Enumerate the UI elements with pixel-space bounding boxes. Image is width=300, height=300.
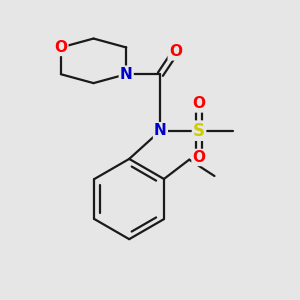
Text: O: O bbox=[169, 44, 182, 59]
Text: O: O bbox=[193, 96, 206, 111]
Text: N: N bbox=[154, 123, 167, 138]
Text: S: S bbox=[193, 122, 205, 140]
Text: N: N bbox=[120, 67, 133, 82]
Text: O: O bbox=[54, 40, 67, 55]
Text: O: O bbox=[193, 150, 206, 165]
